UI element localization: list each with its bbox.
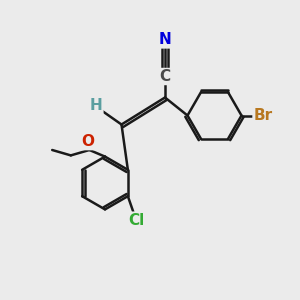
Text: N: N xyxy=(159,32,171,47)
Text: C: C xyxy=(159,69,171,84)
Text: O: O xyxy=(81,134,94,149)
Text: Cl: Cl xyxy=(129,213,145,228)
Text: Br: Br xyxy=(254,108,273,123)
Text: H: H xyxy=(90,98,102,113)
